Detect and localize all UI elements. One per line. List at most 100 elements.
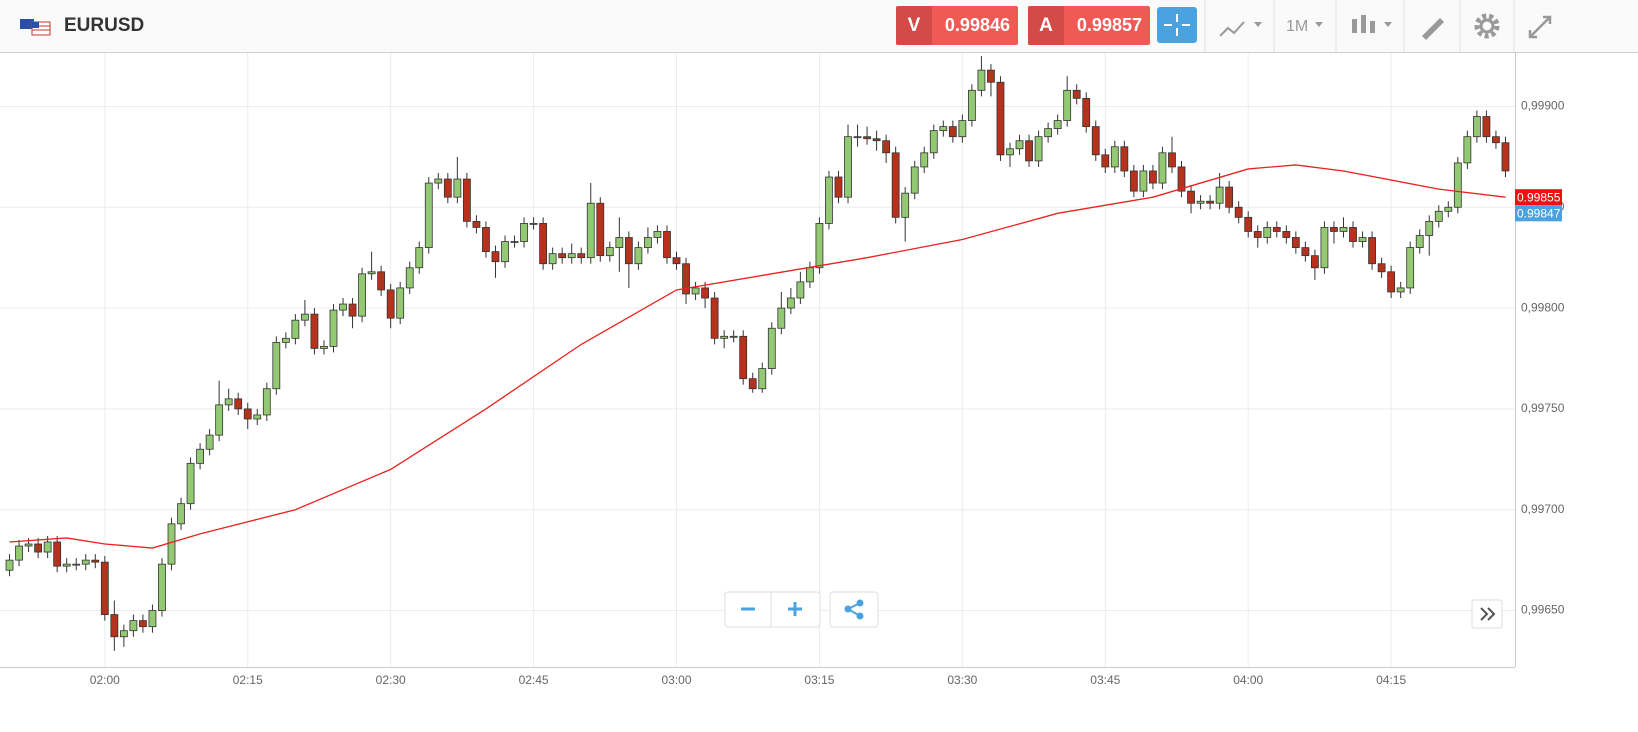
candle-body xyxy=(1015,140,1024,150)
candle-body xyxy=(1234,206,1243,218)
candle-body xyxy=(948,126,957,138)
candle-body xyxy=(320,345,328,349)
sell-price[interactable]: 0.99846 xyxy=(945,15,1010,35)
candle-body xyxy=(501,241,509,263)
x-tick-label: 02:45 xyxy=(519,673,549,687)
candles-button[interactable] xyxy=(1352,15,1392,33)
sell-button[interactable]: V 0.99846 xyxy=(896,6,1018,45)
candle-body xyxy=(786,297,795,309)
candle-body xyxy=(24,543,33,547)
crosshair-button[interactable] xyxy=(1157,7,1197,43)
candle-body xyxy=(682,263,690,295)
candle-body xyxy=(1072,89,1081,99)
flag xyxy=(20,19,51,36)
candle-body xyxy=(767,327,776,369)
candle-body xyxy=(796,281,805,299)
candle-body xyxy=(663,231,671,259)
candle-body xyxy=(291,319,300,339)
candle-body xyxy=(34,543,43,553)
candle-body xyxy=(234,398,243,410)
candle-body xyxy=(920,152,929,168)
buy-price[interactable]: 0.99857 xyxy=(1077,15,1142,35)
candle-body xyxy=(53,541,62,567)
candle-body xyxy=(1129,170,1138,192)
candle-body xyxy=(1110,146,1119,168)
candle-body xyxy=(1396,287,1405,293)
candle-body xyxy=(243,408,252,420)
buy-label[interactable]: A xyxy=(1039,15,1053,36)
share[interactable] xyxy=(844,599,864,620)
candle-body xyxy=(129,620,138,632)
draw-button[interactable] xyxy=(1422,18,1444,40)
candle-body xyxy=(158,563,166,611)
timeframe-button[interactable]: 1M xyxy=(1286,18,1323,35)
settings-button[interactable] xyxy=(1474,13,1500,39)
fullscreen-button[interactable] xyxy=(1528,15,1552,39)
chart-type-button[interactable] xyxy=(1219,21,1262,37)
candle-body xyxy=(329,309,338,347)
candle-body xyxy=(853,136,862,139)
buy-button[interactable]: A 0.99857 xyxy=(1028,6,1150,45)
candle-body xyxy=(1387,271,1396,293)
candle-body xyxy=(996,81,1005,156)
candle-body xyxy=(377,271,386,291)
candle-body xyxy=(339,303,347,311)
candle-body xyxy=(177,503,185,525)
zoom-in[interactable] xyxy=(788,602,802,616)
candle-body xyxy=(987,69,995,83)
candle-body xyxy=(196,448,204,464)
candle-body xyxy=(224,398,233,406)
candle-body xyxy=(310,313,319,349)
sell-label[interactable]: V xyxy=(908,15,921,36)
candle-body xyxy=(691,287,700,295)
candle-body xyxy=(1168,152,1176,168)
axes: 0,996500,997000,997500,998000,998500,999… xyxy=(90,99,1565,688)
candle-body xyxy=(1453,162,1462,208)
x-tick-label: 02:00 xyxy=(90,673,120,687)
candle-body xyxy=(806,267,814,283)
candle-body xyxy=(710,297,719,339)
candle-body xyxy=(1215,186,1224,204)
candle-body xyxy=(62,563,71,567)
moving-average xyxy=(9,164,1506,549)
candle-body xyxy=(1377,263,1386,273)
candle-body xyxy=(1425,220,1434,236)
candle-body xyxy=(491,251,500,263)
scroll-right-button[interactable] xyxy=(1471,599,1503,629)
candle-body xyxy=(1006,148,1014,156)
candle-body xyxy=(748,378,757,390)
y-tick-label: 0,99750 xyxy=(1521,401,1565,415)
candle-body xyxy=(215,404,224,436)
x-tick-label: 03:15 xyxy=(804,673,834,687)
candle-body xyxy=(1120,146,1129,172)
candle-body xyxy=(462,178,471,222)
candle-body xyxy=(929,130,938,154)
candle-body xyxy=(453,178,462,198)
zoom-controls xyxy=(724,591,879,628)
candle-body xyxy=(272,341,281,390)
timeframe[interactable]: 1M xyxy=(1286,18,1308,35)
candle-body xyxy=(1320,227,1329,269)
candle-body xyxy=(1158,152,1167,184)
candle-body xyxy=(1253,231,1262,238)
candle-body xyxy=(81,559,90,565)
candle-body xyxy=(367,271,376,275)
candle-body xyxy=(1225,186,1234,208)
y-tick-label: 0,99800 xyxy=(1521,300,1565,314)
candle-body xyxy=(615,237,624,248)
candle-body xyxy=(1025,140,1033,162)
candle-body xyxy=(653,231,662,238)
candle-body xyxy=(253,414,262,420)
candle-body xyxy=(1282,231,1291,238)
candle-body xyxy=(1177,166,1186,192)
candle-body xyxy=(1244,216,1253,232)
candle-body xyxy=(520,222,528,242)
candle-body xyxy=(596,202,605,257)
candle-body xyxy=(739,335,748,380)
toolbar-dividers xyxy=(1204,0,1515,52)
candle-body xyxy=(1311,255,1319,269)
candle-body xyxy=(872,138,881,142)
candle-body xyxy=(720,335,729,339)
candle-body xyxy=(358,273,366,317)
